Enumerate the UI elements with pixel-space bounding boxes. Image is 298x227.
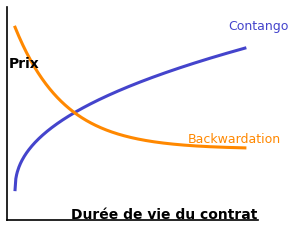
Text: Contango: Contango: [228, 20, 288, 33]
Text: Backwardation: Backwardation: [188, 133, 281, 146]
Text: Prix: Prix: [9, 57, 40, 71]
Text: Durée de vie du contrat: Durée de vie du contrat: [71, 208, 257, 222]
